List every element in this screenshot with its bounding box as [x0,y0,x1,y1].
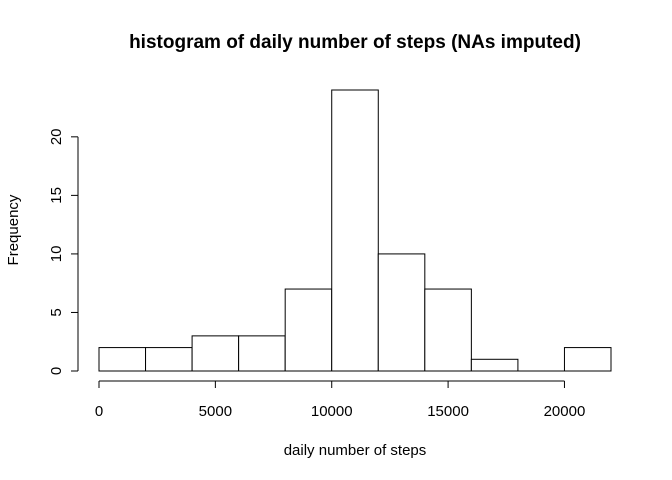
chart-title: histogram of daily number of steps (NAs … [129,32,581,53]
histogram-bar-1 [145,347,193,372]
x-axis-label: daily number of steps [284,442,427,459]
y-tick-label: 0 [48,367,65,375]
histogram-bar-6 [377,253,426,372]
y-tick-label: 5 [48,308,65,316]
x-tick-label: 10000 [311,403,353,420]
x-tick-label: 15000 [427,403,469,420]
histogram-bar-2 [191,335,240,372]
y-axis-label: Frequency [5,194,22,265]
x-tick-label: 5000 [199,403,232,420]
y-tick-label: 20 [48,128,65,145]
histogram-bar-4 [284,288,333,372]
histogram-bar-8 [470,358,519,372]
histogram-bar-5 [331,89,379,372]
histogram-bar-3 [238,335,286,372]
y-tick-label: 15 [48,187,65,204]
histogram-bar-0 [98,347,147,372]
histogram-bar-10 [563,347,612,372]
y-tick-label: 10 [48,246,65,263]
bars-group [98,89,612,372]
x-axis: 0 5000 10000 15000 20000 [95,380,586,420]
x-tick-label: 20000 [544,403,586,420]
y-axis: 0 5 10 15 20 [48,128,79,375]
histogram-bar-7 [424,288,472,372]
x-tick-label: 0 [95,403,103,420]
